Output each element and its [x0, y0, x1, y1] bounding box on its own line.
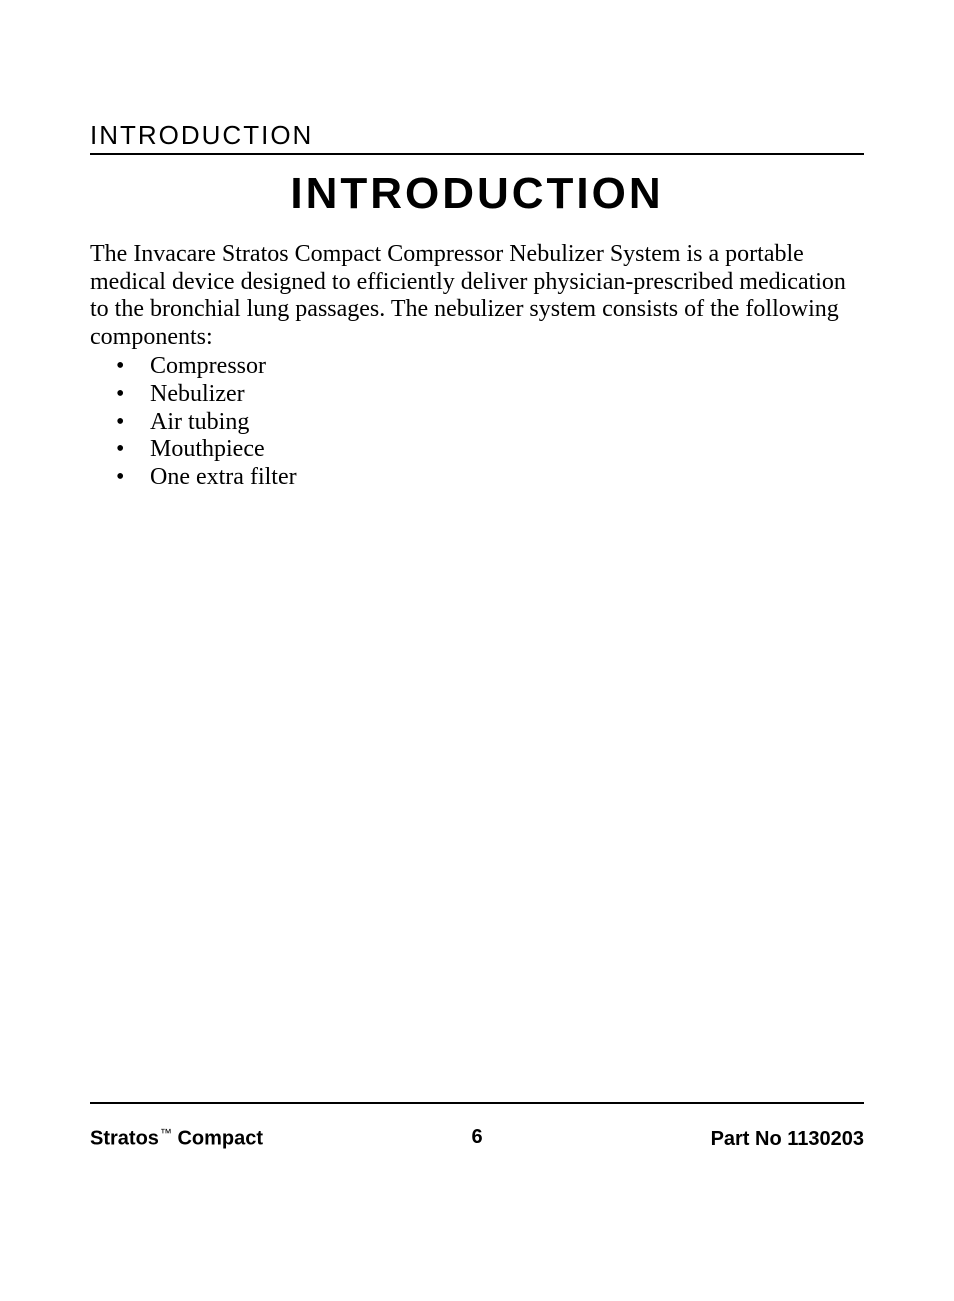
list-item: Nebulizer	[116, 381, 864, 409]
list-item: Air tubing	[116, 409, 864, 437]
footer-product-suffix: Compact	[172, 1128, 263, 1150]
page-footer: Stratos™ Compact 6 Part No 1130203	[90, 1102, 864, 1151]
intro-paragraph: The Invacare Stratos Compact Compressor …	[90, 241, 864, 351]
footer-part-number: Part No 1130203	[711, 1128, 864, 1151]
components-list: Compressor Nebulizer Air tubing Mouthpie…	[116, 353, 864, 491]
footer-product: Stratos™ Compact	[90, 1126, 263, 1151]
trademark-symbol: ™	[160, 1126, 172, 1140]
list-item: Mouthpiece	[116, 436, 864, 464]
list-item: One extra filter	[116, 464, 864, 492]
section-header: INTRODUCTION	[90, 120, 864, 155]
page-title: INTRODUCTION	[90, 169, 864, 219]
document-page: INTRODUCTION INTRODUCTION The Invacare S…	[0, 0, 954, 1301]
list-item: Compressor	[116, 353, 864, 381]
footer-product-name: Stratos	[90, 1128, 159, 1150]
